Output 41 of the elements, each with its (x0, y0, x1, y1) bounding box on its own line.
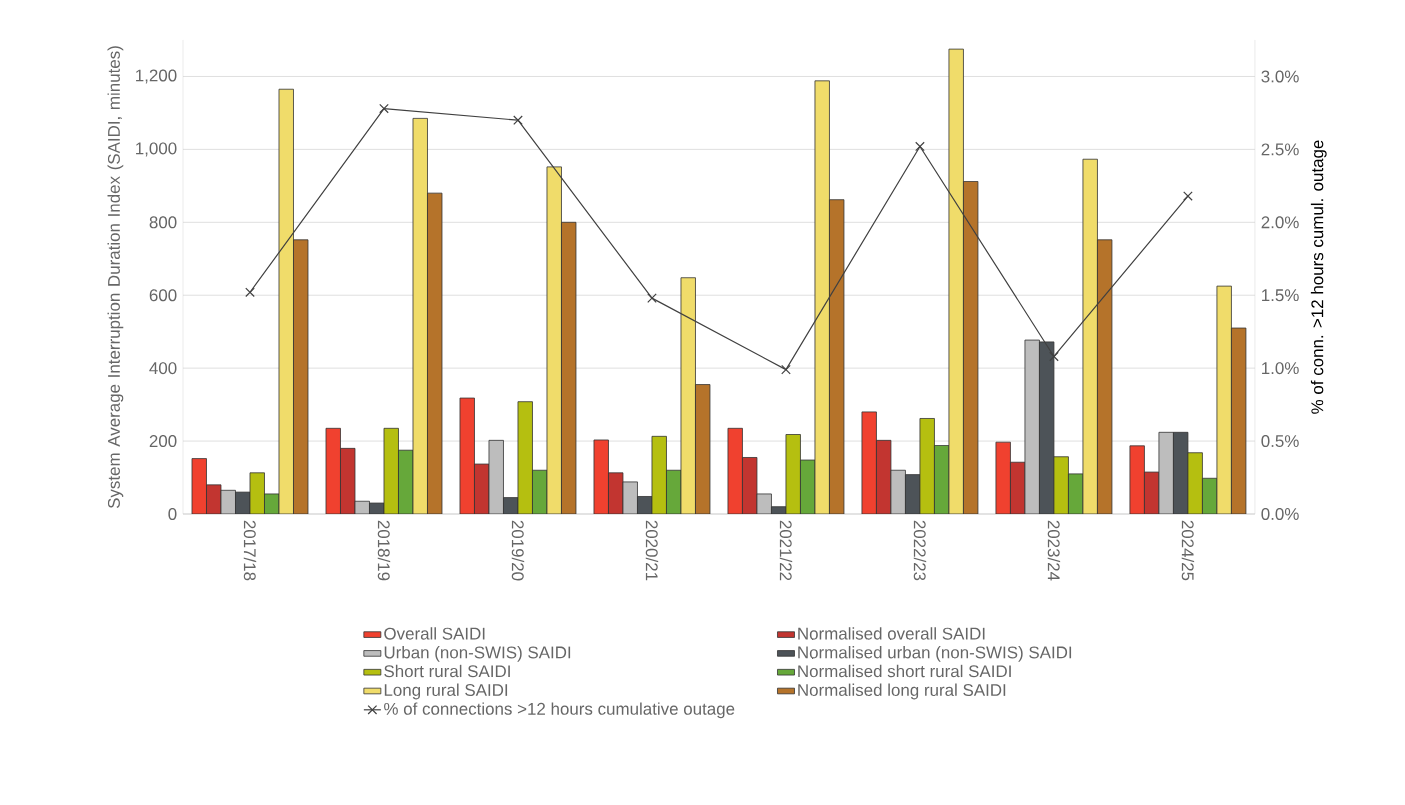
y2-tick-label: 1.0% (1262, 362, 1299, 375)
y-tick-label: 0 (168, 508, 177, 520)
y-tick-label: 200 (149, 435, 177, 448)
y2-tick-label: 0.5% (1261, 435, 1299, 448)
legend-label: Normalised overall SAIDI (798, 627, 985, 640)
y2-tick-label: 2.0% (1261, 216, 1299, 229)
y2-tick-label: 3.0% (1261, 70, 1299, 83)
y2-tick-label: 1.5% (1262, 289, 1299, 302)
y2-tick-label: 2.5% (1261, 143, 1299, 156)
x-tick-label: 2019/20 (511, 520, 525, 581)
y-tick-label: 600 (149, 289, 177, 302)
x-tick-label: 2020/21 (645, 520, 659, 581)
x-tick-label: 2023/24 (1047, 520, 1061, 581)
point (379, 103, 389, 114)
point (1049, 351, 1059, 362)
legend-label: % of connections >12 hours cumulative outage (384, 702, 735, 719)
legend-label: Urban (non-SWIS) SAIDI (384, 646, 571, 662)
legend-label: Normalised urban (non-SWIS) SAIDI (798, 646, 1072, 662)
x-tick-label: 2018/19 (377, 520, 391, 581)
y2-tick-label: 0.0% (1261, 508, 1299, 520)
y2-axis-title: % of conn. >12 hours cumul. outage (1310, 140, 1327, 414)
x-tick-label: 2017/18 (243, 520, 257, 581)
x-tick-label: 2021/22 (779, 520, 793, 581)
legend-label: Long rural SAIDI (384, 683, 508, 700)
legend-label: Normalised long rural SAIDI (798, 683, 1006, 700)
legend-label: Overall SAIDI (384, 627, 485, 640)
point (513, 115, 523, 126)
y-tick-label: 800 (149, 216, 177, 229)
y-tick-label: 1,000 (136, 142, 177, 157)
x-tick-label: 2024/25 (1181, 520, 1195, 581)
point (647, 293, 657, 303)
point (781, 364, 791, 375)
legend-label: Short rural SAIDI (384, 664, 510, 678)
y-axis-title: System Average Interruption Duration Index (SAIDI, minutes) (107, 46, 124, 509)
x-tick-label: 2022/23 (913, 520, 927, 581)
point (1183, 191, 1193, 201)
point (915, 141, 925, 152)
point (245, 287, 255, 298)
legend-label: Normalised short rural SAIDI (798, 664, 1011, 678)
y-tick-label: 1,200 (136, 69, 177, 84)
y-tick-label: 400 (149, 362, 177, 375)
